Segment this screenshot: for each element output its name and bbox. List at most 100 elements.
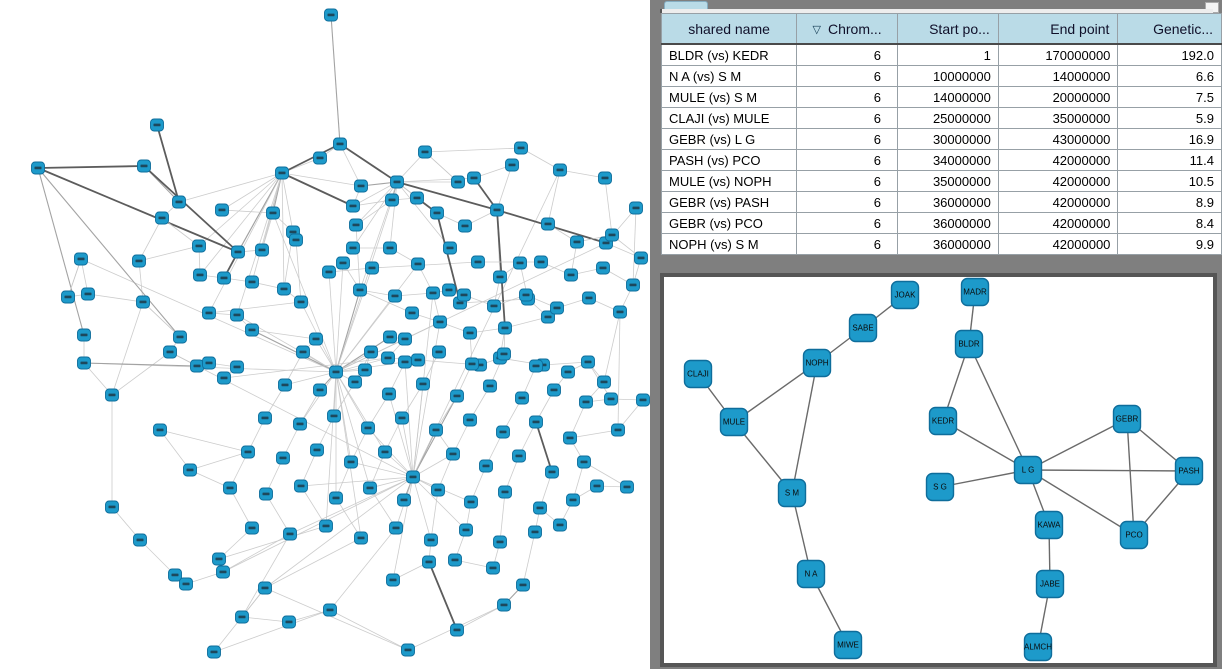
network-node[interactable] (519, 288, 533, 302)
network-node[interactable] (354, 531, 368, 545)
network-edge[interactable] (1027, 469, 1190, 472)
network-node[interactable] (516, 578, 530, 592)
network-node[interactable] (245, 521, 259, 535)
network-node[interactable] (333, 137, 347, 151)
main-network-view[interactable] (0, 0, 650, 669)
network-node[interactable] (547, 383, 561, 397)
network-node[interactable] (465, 357, 479, 371)
network-node[interactable] (310, 443, 324, 457)
network-node[interactable] (493, 535, 507, 549)
network-node[interactable] (346, 241, 360, 255)
network-node[interactable] (358, 363, 372, 377)
table-row[interactable]: CLAJI (vs) MULE 6 25000000 35000000 5.9 (660, 107, 1222, 129)
network-node[interactable] (74, 252, 88, 266)
network-node[interactable] (383, 330, 397, 344)
column-header-sharedname[interactable]: shared name (660, 13, 798, 45)
network-node[interactable] (426, 286, 440, 300)
network-edge[interactable] (1126, 418, 1135, 536)
network-node[interactable] (235, 610, 249, 624)
network-node[interactable] (450, 389, 464, 403)
table-row[interactable]: BLDR (vs) KEDR 6 1 170000000 192.0 (660, 43, 1222, 66)
table-row[interactable]: GEBR (vs) PCO 6 36000000 42000000 8.4 (660, 212, 1222, 234)
network-node[interactable] (223, 481, 237, 495)
network-node[interactable] (81, 287, 95, 301)
network-node[interactable] (163, 345, 177, 359)
network-node[interactable] (329, 491, 343, 505)
table-row[interactable]: GEBR (vs) L G 6 30000000 43000000 16.9 (660, 128, 1222, 150)
network-node[interactable] (398, 332, 412, 346)
network-node[interactable] (293, 417, 307, 431)
network-node[interactable]: L G (1013, 455, 1043, 485)
network-node[interactable] (173, 330, 187, 344)
network-node[interactable] (322, 265, 336, 279)
network-node[interactable] (192, 239, 206, 253)
network-node[interactable] (497, 598, 511, 612)
network-node[interactable] (505, 158, 519, 172)
network-node[interactable] (534, 255, 548, 269)
network-node[interactable]: SABE (848, 313, 878, 343)
network-node[interactable]: N A (796, 559, 826, 589)
table-row[interactable]: MULE (vs) S M 6 14000000 20000000 7.5 (660, 86, 1222, 108)
network-node[interactable] (202, 306, 216, 320)
network-node[interactable] (463, 413, 477, 427)
network-node[interactable] (216, 565, 230, 579)
network-edge[interactable] (1027, 418, 1128, 471)
network-node[interactable] (386, 573, 400, 587)
network-node[interactable] (168, 568, 182, 582)
sub-network-view[interactable]: JOAK SABE NOPH CLAJI MULE S M N A MIWE MADR BLDR K… (664, 277, 1213, 663)
network-node[interactable] (313, 151, 327, 165)
network-node[interactable] (346, 199, 360, 213)
network-node[interactable] (493, 270, 507, 284)
network-node[interactable] (207, 645, 221, 659)
network-node[interactable]: CLAJI (683, 359, 713, 389)
network-node[interactable]: MULE (719, 407, 749, 437)
network-node[interactable] (364, 345, 378, 359)
network-node[interactable] (590, 479, 604, 493)
network-node[interactable]: BLDR (954, 329, 984, 359)
network-node[interactable] (313, 383, 327, 397)
network-node[interactable] (467, 171, 481, 185)
network-node[interactable] (581, 355, 595, 369)
network-node[interactable] (582, 291, 596, 305)
network-node[interactable] (430, 206, 444, 220)
network-node[interactable] (561, 365, 575, 379)
network-node[interactable] (629, 201, 643, 215)
network-node[interactable] (276, 451, 290, 465)
network-node[interactable] (255, 243, 269, 257)
network-node[interactable] (443, 241, 457, 255)
network-node[interactable] (597, 375, 611, 389)
network-node[interactable] (459, 523, 473, 537)
network-node[interactable] (136, 295, 150, 309)
network-node[interactable] (513, 256, 527, 270)
network-node[interactable] (275, 166, 289, 180)
network-node[interactable] (490, 203, 504, 217)
network-node[interactable] (388, 289, 402, 303)
network-node[interactable] (296, 345, 310, 359)
network-node[interactable] (416, 377, 430, 391)
network-node[interactable]: MIWE (833, 630, 863, 660)
network-node[interactable] (137, 159, 151, 173)
network-node[interactable] (241, 445, 255, 459)
network-node[interactable] (105, 500, 119, 514)
network-node[interactable]: KEDR (928, 406, 958, 436)
network-node[interactable] (133, 533, 147, 547)
network-node[interactable] (528, 525, 542, 539)
network-node[interactable] (450, 623, 464, 637)
network-node[interactable] (497, 347, 511, 361)
network-node[interactable]: JOAK (890, 280, 920, 310)
table-row[interactable]: PASH (vs) PCO 6 34000000 42000000 11.4 (660, 149, 1222, 171)
network-node[interactable] (442, 283, 456, 297)
column-header-chrom[interactable]: ▽ Chrom... (796, 13, 899, 45)
column-header-genetic[interactable]: Genetic... (1117, 13, 1222, 45)
network-node[interactable] (486, 561, 500, 575)
network-node[interactable] (259, 487, 273, 501)
network-node[interactable] (433, 315, 447, 329)
network-node[interactable] (327, 409, 341, 423)
network-node[interactable] (266, 206, 280, 220)
network-node[interactable] (215, 203, 229, 217)
network-edge[interactable] (968, 343, 1029, 471)
network-node[interactable] (464, 495, 478, 509)
network-node[interactable] (448, 553, 462, 567)
network-node[interactable] (294, 479, 308, 493)
network-node[interactable] (395, 411, 409, 425)
